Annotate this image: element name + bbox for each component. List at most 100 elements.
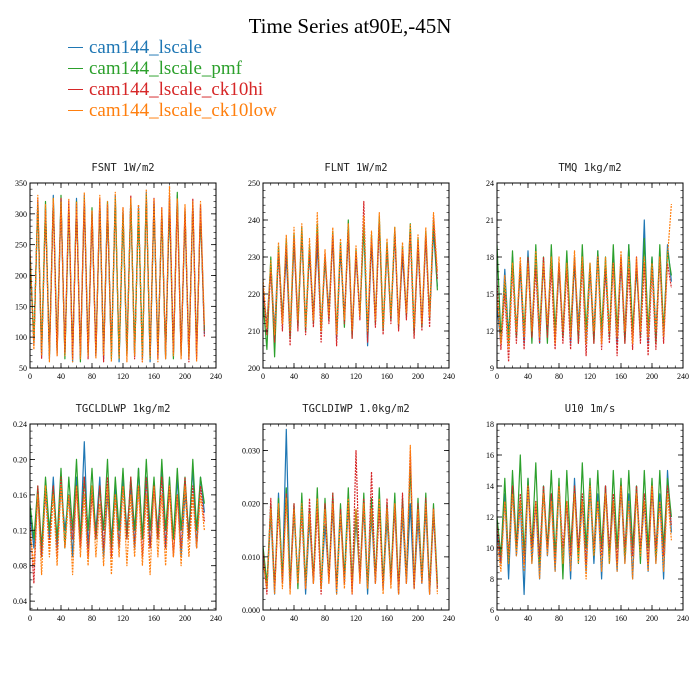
y-tick-label: 350 [15, 179, 27, 188]
y-tick-label: 210 [248, 327, 260, 336]
y-tick-label: 16 [486, 451, 494, 460]
y-tick-label: 8 [490, 575, 494, 584]
x-tick-label: 200 [412, 372, 424, 381]
series-line [263, 212, 438, 336]
legend-label: cam144_lscale_ck10low [89, 100, 277, 121]
x-tick-label: 0 [28, 614, 32, 623]
x-tick-label: 240 [210, 372, 222, 381]
x-tick-label: 160 [148, 614, 160, 623]
y-tick-label: 240 [248, 216, 260, 225]
chart-panel: FSNT 1W/m2 0 40 80 120 160 200 240 50 100 150 200 25… [15, 162, 222, 381]
y-tick-label: 150 [15, 302, 27, 311]
x-tick-label: 40 [57, 372, 65, 381]
y-tick-label: 0.04 [13, 597, 27, 606]
y-tick-label: 6 [490, 606, 494, 615]
legend-label: cam144_lscale_pmf [89, 58, 243, 79]
x-tick-label: 200 [179, 372, 191, 381]
legend-item: cam144_lscale_ck10low [68, 100, 277, 121]
panel-title: TMQ 1kg/m2 [558, 162, 621, 174]
series-group [497, 454, 672, 596]
series-line [30, 485, 205, 576]
x-tick-label: 160 [615, 614, 627, 623]
figure-title: Time Series at90E,-45N [248, 14, 452, 38]
series-group [263, 428, 438, 595]
panel-title: FSNT 1W/m2 [91, 162, 154, 174]
y-tick-label: 220 [248, 290, 260, 299]
x-tick-label: 0 [495, 614, 499, 623]
series-line [263, 444, 438, 595]
series-group [30, 185, 205, 363]
series-group [30, 441, 205, 585]
legend-item: cam144_lscale_pmf [68, 58, 277, 79]
series-line [497, 485, 672, 580]
y-tick-label: 15 [486, 290, 494, 299]
x-tick-label: 40 [57, 614, 65, 623]
x-tick-label: 120 [117, 614, 129, 623]
y-tick-label: 0.030 [242, 447, 260, 456]
series-line [30, 458, 205, 549]
y-tick-label: 100 [15, 333, 27, 342]
y-tick-label: 0.000 [242, 606, 260, 615]
y-tick-label: 0.08 [13, 562, 27, 571]
x-tick-label: 120 [117, 372, 129, 381]
series-line [30, 185, 205, 363]
y-tick-label: 18 [486, 420, 494, 429]
plot-frame [262, 182, 450, 369]
x-tick-label: 200 [646, 614, 658, 623]
series-group [263, 200, 438, 358]
x-tick-label: 160 [615, 372, 627, 381]
chart-panel: FLNT 1W/m2 0 40 80 120 160 200 240 200 210 220 230 2… [248, 162, 455, 381]
y-tick-label: 12 [486, 327, 494, 336]
y-tick-label: 0.16 [13, 491, 27, 500]
x-tick-label: 80 [88, 614, 96, 623]
y-tick-label: 0.010 [242, 553, 260, 562]
panel-title: FLNT 1W/m2 [324, 162, 387, 174]
y-tick-label: 200 [248, 364, 260, 373]
x-tick-label: 120 [350, 372, 362, 381]
x-tick-label: 80 [321, 372, 329, 381]
x-tick-label: 160 [381, 372, 393, 381]
x-tick-label: 200 [412, 614, 424, 623]
legend-swatch [68, 68, 83, 69]
x-tick-label: 160 [148, 372, 160, 381]
y-tick-label: 9 [490, 364, 494, 373]
panel-title: U10 1m/s [565, 403, 616, 415]
legend-swatch [68, 89, 83, 90]
y-tick-label: 0.12 [13, 526, 27, 535]
x-tick-label: 80 [555, 614, 563, 623]
y-tick-label: 0.020 [242, 500, 260, 509]
x-tick-label: 40 [290, 372, 298, 381]
y-tick-label: 0.24 [13, 420, 27, 429]
legend-label: cam144_lscale [89, 37, 202, 58]
x-tick-label: 0 [28, 372, 32, 381]
series-line [497, 454, 672, 580]
x-tick-label: 160 [381, 614, 393, 623]
y-tick-label: 250 [15, 241, 27, 250]
x-tick-label: 200 [646, 372, 658, 381]
y-tick-label: 230 [248, 253, 260, 262]
y-tick-label: 10 [486, 544, 494, 553]
y-tick-label: 12 [486, 513, 494, 522]
x-tick-label: 40 [290, 614, 298, 623]
x-tick-label: 240 [443, 614, 455, 623]
chart-panel: TGCLDIWP 1.0kg/m2 0 40 80 120 160 200 240 0.000 0… [242, 403, 455, 623]
x-tick-label: 240 [677, 372, 689, 381]
y-tick-label: 21 [486, 216, 494, 225]
x-tick-label: 0 [261, 614, 265, 623]
x-tick-label: 80 [88, 372, 96, 381]
panel-title: TGCLDLWP 1kg/m2 [76, 403, 171, 415]
series-line [263, 450, 438, 595]
series-line [263, 200, 438, 347]
x-tick-label: 240 [443, 372, 455, 381]
x-tick-label: 200 [179, 614, 191, 623]
legend-item: cam144_lscale [68, 37, 277, 58]
y-tick-label: 18 [486, 253, 494, 262]
x-tick-label: 120 [584, 372, 596, 381]
legend-label: cam144_lscale_ck10hi [89, 79, 264, 100]
chart-panel: U10 1m/s 0 40 80 120 160 200 240 6 8 10 12 14 16 18 [486, 403, 689, 623]
x-tick-label: 40 [524, 614, 532, 623]
chart-panel: TGCLDLWP 1kg/m2 0 40 80 120 160 200 240 0.04 0.08… [13, 403, 222, 623]
x-tick-label: 240 [210, 614, 222, 623]
series-line [497, 203, 672, 351]
